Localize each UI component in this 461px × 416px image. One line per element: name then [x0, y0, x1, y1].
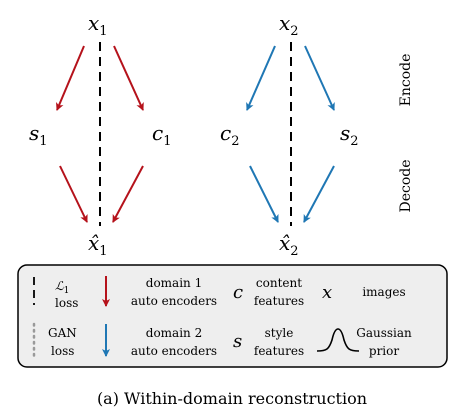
legend-gan-label-line1: GAN — [48, 326, 77, 340]
node-c1: c1 — [152, 121, 171, 149]
encode-arrow-x2-s2 — [304, 45, 335, 111]
legend-content-label-line1: content — [256, 276, 302, 290]
node-s1: s1 — [29, 121, 48, 149]
decode-label: Decode — [398, 159, 414, 212]
legend-gaussian-label-line1: Gaussian — [356, 326, 412, 340]
node-x2: x2 — [279, 11, 299, 39]
encode-arrow-x1-s1 — [56, 45, 85, 111]
legend-box — [17, 264, 448, 368]
legend-domain2-label-line1: domain 2 — [146, 326, 202, 340]
node-xhat1: x̂1 — [88, 231, 108, 259]
legend-gan-label-line2: loss — [51, 344, 74, 358]
legend-domain1-label-line2: auto encoders — [131, 294, 217, 308]
legend-content-symbol: c — [233, 282, 243, 303]
legend-l1-label: loss — [55, 296, 78, 310]
decode-arrow-s2-xhat2 — [303, 165, 335, 223]
legend-content-label-line2: features — [254, 294, 304, 308]
legend-images-symbol: x — [322, 282, 332, 303]
node-x1: x1 — [88, 11, 108, 39]
legend-domain2-label-line2: auto encoders — [131, 344, 217, 358]
encode-arrow-x1-c1 — [113, 45, 144, 111]
node-c2: c2 — [220, 121, 239, 149]
legend-domain1-label-line1: domain 1 — [146, 276, 202, 290]
legend-l1-symbol: ℒ1 — [55, 279, 69, 296]
encode-arrow-x2-c2 — [246, 45, 276, 111]
decode-arrow-c2-xhat2 — [249, 165, 279, 223]
legend-images-label: images — [362, 285, 405, 299]
legend-gaussian-label-line2: prior — [369, 344, 399, 358]
legend-style-symbol: s — [233, 331, 242, 352]
node-s2: s2 — [340, 121, 359, 149]
decode-arrow-s1-xhat1 — [59, 165, 88, 223]
encode-label: Encode — [398, 54, 414, 107]
figure-caption: (a) Within-domain reconstruction — [97, 389, 367, 408]
node-xhat2: x̂2 — [279, 231, 299, 259]
legend-style-label-line1: style — [265, 326, 294, 340]
decode-arrow-c1-xhat1 — [112, 165, 144, 223]
legend-style-label-line2: features — [254, 344, 304, 358]
legend-gaussian-curve-icon — [316, 328, 360, 352]
